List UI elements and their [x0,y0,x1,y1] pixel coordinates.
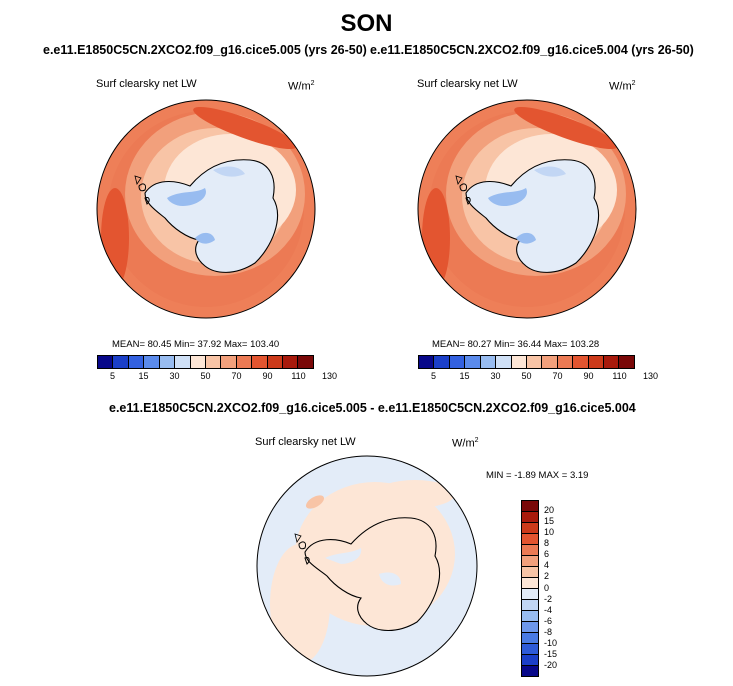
colorbar-cell [449,356,466,368]
colorbar-cell [573,356,589,368]
colorbar-cell [98,356,114,368]
colorbar-tick-label: -20 [544,659,558,670]
colorbar-tick-label: 50 [521,371,532,381]
colorbar-cell [522,534,538,545]
colorbar-cell [522,545,538,556]
diff-case-title: e.e11.E1850C5CN.2XCO2.f09_g16.cice5.005 … [109,401,636,415]
colorbar-tick-label: 6 [544,549,550,560]
colorbar-cell [522,512,538,523]
colorbar-tick-label: 130 [642,371,659,381]
colorbar-cell [522,633,538,644]
colorbar-tick-label: 90 [583,371,594,381]
colorbar-right-labels: 5 15 30 50 70 90 110 130 [418,369,658,381]
colorbar-tick-label: 2 [544,571,550,582]
diff-stats: MIN = -1.89 MAX = 3.19 [486,470,589,481]
colorbar-tick-label: 20 [544,505,555,516]
colorbar-cell [128,356,145,368]
stats-right: MEAN= 80.27 Min= 36.44 Max= 103.28 [432,339,600,350]
colorbar-tick-label: 50 [200,371,211,381]
colorbar-tick-label: 30 [490,371,501,381]
colorbar-tick-label: 90 [262,371,273,381]
colorbar-cell [522,567,538,578]
colorbar-diff: 20 15 10 8 6 4 2 0 -2 -4 -6 -8 -10 -15 -20 [521,500,557,677]
colorbar-cell [236,356,253,368]
colorbar-cell [267,356,284,368]
colorbar-cell [283,356,299,368]
map-right [417,99,637,319]
colorbar-cell [298,356,313,368]
colorbar-tick-label: 5 [430,371,437,381]
colorbar-cell [205,356,222,368]
colorbar-tick-label: 15 [138,371,149,381]
colorbar-tick-label: -2 [544,593,553,604]
colorbar-tick-label: 70 [231,371,242,381]
colorbar-cell [604,356,620,368]
colorbar-tick-label: 5 [109,371,116,381]
colorbar-tick-label: 15 [544,516,555,527]
colorbar-tick-label: 0 [544,582,550,593]
colorbar-cell [522,523,538,534]
colorbar-diff-cells [521,500,539,677]
colorbar-tick-label: 30 [169,371,180,381]
colorbar-cell [588,356,605,368]
colorbar-cell [496,356,512,368]
colorbar-cell [419,356,435,368]
map-diff [256,455,478,677]
units-label-right: W/m2 [609,80,636,93]
colorbar-tick-label: 110 [291,371,306,381]
season-title: SON [340,10,393,37]
colorbar-tick-label: 70 [552,371,563,381]
colorbar-cell [522,556,538,567]
case-title-right: e.e11.E1850C5CN.2XCO2.f09_g16.cice5.004 … [370,43,694,57]
colorbar-cell [144,356,160,368]
colorbar-cell [542,356,558,368]
colorbar-cell [522,589,538,600]
units-label-left: W/m2 [288,80,315,93]
colorbar-cell [619,356,634,368]
colorbar-cell [113,356,129,368]
colorbar-left: 5 15 30 50 70 90 110 130 [97,355,337,381]
colorbar-tick-label: 8 [544,538,550,549]
colorbar-cell [526,356,543,368]
colorbar-tick-label: 15 [459,371,470,381]
colorbar-cell [480,356,497,368]
field-label-left: Surf clearsky net LW [96,78,197,90]
colorbar-tick-label: 10 [544,527,555,538]
colorbar-tick-label: 110 [612,371,627,381]
colorbar-cell [557,356,574,368]
colorbar-tick-label: -6 [544,615,553,626]
colorbar-tick-label: -10 [544,637,558,648]
colorbar-tick-label: 130 [321,371,338,381]
colorbar-left-labels: 5 15 30 50 70 90 110 130 [97,369,337,381]
diff-field-label: Surf clearsky net LW [255,436,356,448]
colorbar-tick-label: 4 [544,560,550,571]
colorbar-cell [175,356,191,368]
field-label-right: Surf clearsky net LW [417,78,518,90]
colorbar-cell [522,501,538,512]
colorbar-cell [522,611,538,622]
colorbar-cell [522,655,538,666]
map-left [96,99,316,319]
colorbar-cell [159,356,176,368]
stats-left: MEAN= 80.45 Min= 37.92 Max= 103.40 [112,339,280,350]
colorbar-cell [434,356,450,368]
colorbar-tick-label: -8 [544,626,553,637]
colorbar-right: 5 15 30 50 70 90 110 130 [418,355,658,381]
colorbar-cell [221,356,237,368]
case-title-left: e.e11.E1850C5CN.2XCO2.f09_g16.cice5.005 … [43,43,367,57]
colorbar-cell [522,600,538,611]
colorbar-cell [522,578,538,589]
diff-units-label: W/m2 [452,437,479,450]
colorbar-tick-label: -4 [544,604,553,615]
colorbar-cell [522,622,538,633]
colorbar-cell [511,356,527,368]
colorbar-cell [522,666,538,676]
colorbar-cell [252,356,268,368]
colorbar-cell [522,644,538,655]
colorbar-left-cells [97,355,314,369]
colorbar-right-cells [418,355,635,369]
colorbar-cell [465,356,481,368]
colorbar-tick-label: -15 [544,648,558,659]
colorbar-cell [190,356,206,368]
